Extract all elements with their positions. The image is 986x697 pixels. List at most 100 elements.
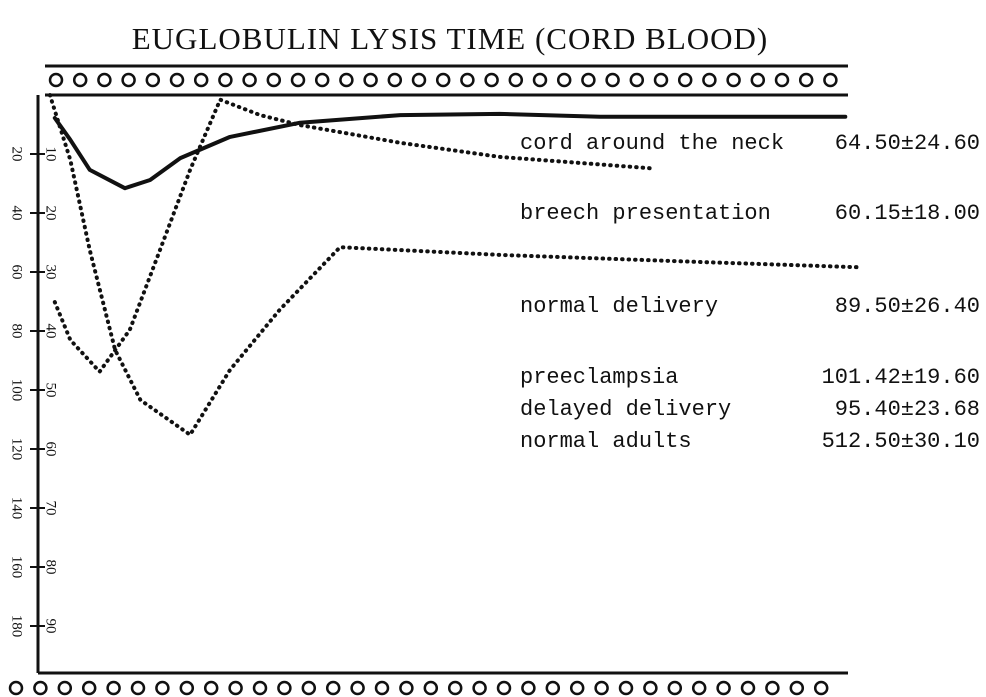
- y2-tick-label: 20: [9, 147, 25, 162]
- border-circle: [266, 72, 282, 88]
- border-circle: [314, 72, 330, 88]
- border-circle: [605, 72, 620, 88]
- border-circle: [277, 680, 292, 696]
- border-circle: [290, 72, 306, 88]
- border-circle: [677, 72, 693, 88]
- border-circle: [726, 72, 741, 88]
- y-tick-label: 80: [43, 560, 59, 575]
- border-circle: [301, 680, 317, 696]
- border-circle: [750, 72, 766, 88]
- border-circle: [618, 680, 634, 696]
- y2-tick-label: 120: [9, 438, 25, 461]
- border-circle: [508, 72, 524, 88]
- border-circle: [339, 72, 354, 88]
- border-circle: [81, 680, 97, 696]
- border-circle: [823, 72, 838, 88]
- border-circle: [203, 680, 219, 696]
- border-circle: [155, 680, 170, 696]
- annotation-label: breech presentation: [520, 201, 771, 226]
- y-tick-label: 50: [43, 383, 59, 398]
- y-tick-label: 70: [43, 501, 59, 516]
- y-tick-label: 10: [43, 147, 59, 162]
- annotation-value: 60.15±18.00: [835, 201, 980, 226]
- y-tick-label: 30: [43, 265, 59, 280]
- annotation-label: preeclampsia: [520, 365, 678, 390]
- border-circle: [399, 680, 414, 696]
- border-circle: [423, 680, 439, 696]
- border-circle: [813, 680, 829, 696]
- border-circle: [242, 72, 257, 88]
- border-circle: [130, 680, 146, 696]
- y2-tick-label: 160: [9, 556, 25, 579]
- y2-tick-label: 100: [9, 379, 25, 402]
- border-circle: [667, 680, 683, 696]
- border-circle: [350, 680, 365, 696]
- border-circle: [484, 72, 499, 88]
- border-circle: [97, 72, 112, 88]
- series-line: [52, 111, 848, 191]
- border-circle: [581, 72, 596, 88]
- border-circle: [169, 72, 185, 88]
- y-tick-label: 90: [43, 619, 59, 634]
- border-circle: [472, 680, 487, 696]
- border-circle: [740, 680, 756, 696]
- border-circle: [411, 72, 427, 88]
- border-circle: [106, 680, 121, 696]
- border-circle: [325, 680, 341, 696]
- annotation-value: 89.50±26.40: [835, 294, 980, 319]
- series-line: [47, 93, 862, 437]
- y2-tick-label: 180: [9, 615, 25, 638]
- border-circle: [702, 72, 717, 88]
- border-circle: [789, 680, 805, 696]
- border-circle: [643, 680, 658, 696]
- border-circle: [374, 680, 390, 696]
- border-circle: [521, 680, 536, 696]
- annotation-label: normal delivery: [520, 294, 718, 319]
- chart-title: EUGLOBULIN LYSIS TIME (CORD BLOOD): [132, 21, 769, 56]
- border-circle: [387, 72, 403, 88]
- border-circle: [8, 680, 24, 696]
- border-circle: [545, 680, 561, 696]
- y-tick-label: 20: [43, 206, 59, 221]
- annotation-label: cord around the neck: [520, 131, 784, 156]
- y2-tick-label: 60: [9, 265, 25, 280]
- y2-tick-label: 140: [9, 497, 25, 520]
- y2-tick-label: 80: [9, 324, 25, 339]
- y2-tick-label: 40: [9, 206, 25, 221]
- series-line: [52, 97, 652, 374]
- border-circle: [435, 72, 451, 88]
- y-tick-label: 60: [43, 442, 59, 457]
- border-circle: [798, 72, 814, 88]
- border-circle: [48, 72, 64, 88]
- border-circle: [447, 680, 463, 696]
- border-circle: [218, 72, 233, 88]
- border-circle: [145, 72, 161, 88]
- annotation-value: 95.40±23.68: [835, 397, 980, 422]
- annotation-label: delayed delivery: [520, 397, 731, 422]
- border-circle: [460, 72, 475, 88]
- border-circle: [594, 680, 609, 696]
- border-circle: [72, 72, 88, 88]
- border-circle: [33, 680, 48, 696]
- border-circle: [532, 72, 548, 88]
- border-circle: [774, 72, 790, 88]
- border-circle: [193, 72, 209, 88]
- annotation-label: normal adults: [520, 429, 692, 454]
- border-circle: [653, 72, 669, 88]
- annotation-value: 64.50±24.60: [835, 131, 980, 156]
- border-circle: [629, 72, 645, 88]
- border-circle: [569, 680, 585, 696]
- annotation-value: 101.42±19.60: [822, 365, 980, 390]
- top-border: [45, 64, 848, 97]
- border-circle: [716, 680, 731, 696]
- border-circle: [57, 680, 73, 696]
- border-circle: [363, 72, 378, 88]
- border-circle: [691, 680, 707, 696]
- border-circle: [121, 72, 136, 88]
- border-circle: [252, 680, 268, 696]
- border-circle: [496, 680, 512, 696]
- y-tick-label: 40: [43, 324, 59, 339]
- annotation-value: 512.50±30.10: [822, 429, 980, 454]
- border-circle: [556, 72, 572, 88]
